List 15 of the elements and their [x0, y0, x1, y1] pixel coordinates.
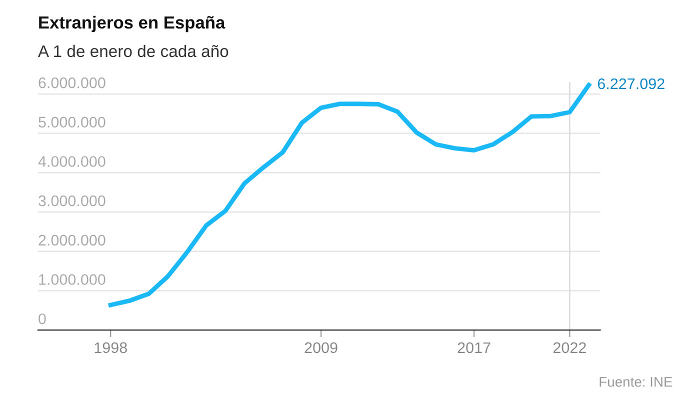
source-note: Fuente: INE — [600, 377, 672, 387]
data-label: 6.227.092 — [598, 78, 664, 90]
x-tick-label: 2009 — [304, 342, 338, 354]
y-tick-label: 5.000.000 — [38, 116, 106, 128]
x-tick-label: 2022 — [553, 342, 586, 354]
y-tick-label: 3.000.000 — [38, 195, 106, 206]
chart-subtitle: A 1 de enero de cada año — [38, 44, 228, 58]
y-tick-label: 2.000.000 — [38, 234, 106, 246]
y-tick-label: 4.000.000 — [38, 156, 106, 167]
x-tick-label: 1998 — [94, 342, 127, 354]
x-tick-label: 2017 — [458, 342, 490, 354]
y-tick-label: 6.000.000 — [38, 77, 106, 88]
y-tick-label: 1.000.000 — [39, 274, 106, 285]
y-tick-label: 0 — [38, 313, 46, 324]
chart-title: Extranjeros en España — [39, 16, 226, 32]
